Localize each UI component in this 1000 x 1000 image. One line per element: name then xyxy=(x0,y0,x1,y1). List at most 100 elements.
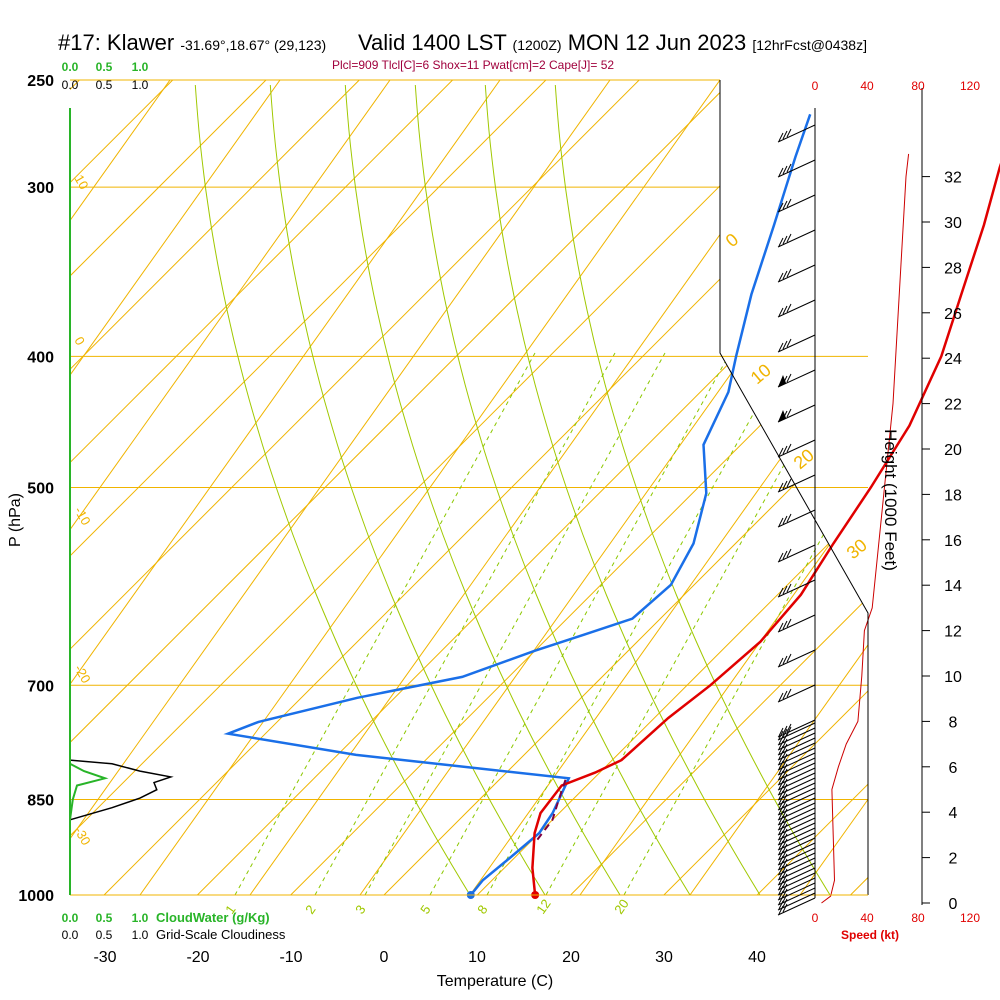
barb-staff xyxy=(777,827,816,846)
barb-staff xyxy=(777,684,816,703)
barb-feather xyxy=(778,900,784,910)
wind-barb xyxy=(777,727,816,746)
barb-feather xyxy=(778,815,784,825)
barb-feather xyxy=(778,237,784,247)
barb-feather xyxy=(778,272,784,282)
barb-staff xyxy=(777,229,816,248)
cloudwater-tick-bottom: 1.0 xyxy=(132,911,149,925)
barb-feather xyxy=(786,618,792,628)
barb-feather xyxy=(782,798,788,808)
barb-feather xyxy=(778,810,784,820)
wind-barb xyxy=(777,772,816,791)
wind-barb xyxy=(777,439,816,458)
cloudwater-tick-top: 1.0 xyxy=(132,60,149,74)
pressure-tick: 850 xyxy=(27,792,54,809)
height-tick: 6 xyxy=(949,760,958,777)
height-axis-label: Height (1000 Feet) xyxy=(881,429,900,571)
barb-staff xyxy=(777,742,816,761)
barb-feather xyxy=(782,853,788,863)
wind-barb xyxy=(777,684,816,703)
cloudiness-label: Grid-Scale Cloudiness xyxy=(156,927,286,942)
temperature-tick: -20 xyxy=(186,949,209,966)
moist-adiabat-line xyxy=(344,84,621,895)
wind-barb xyxy=(777,777,816,796)
barb-feather xyxy=(786,303,792,313)
height-tick: 12 xyxy=(944,624,962,641)
barb-feather xyxy=(782,768,788,778)
barb-staff xyxy=(777,862,816,881)
barb-feather xyxy=(778,850,784,860)
barb-feather xyxy=(782,868,788,878)
barb-staff xyxy=(777,334,816,353)
barb-feather xyxy=(778,825,784,835)
speed-tick-bottom: 40 xyxy=(860,911,874,925)
barb-feather xyxy=(778,202,784,212)
barb-feather xyxy=(778,785,784,795)
wind-barb xyxy=(777,474,816,493)
pressure-tick: 300 xyxy=(27,180,54,197)
cloudiness-tick-top: 0.0 xyxy=(62,78,79,92)
height-tick: 20 xyxy=(944,442,962,459)
barb-feather xyxy=(778,760,784,770)
pressure-tick: 250 xyxy=(27,73,54,90)
barb-staff xyxy=(777,772,816,791)
wind-barb xyxy=(777,807,816,826)
wind-barb xyxy=(777,802,816,821)
pressure-tick: 500 xyxy=(27,481,54,498)
barb-staff xyxy=(777,649,816,668)
wind-barb xyxy=(777,299,816,318)
barb-feather xyxy=(786,478,792,488)
mixing-ratio-line xyxy=(545,352,847,895)
barb-feather xyxy=(782,878,788,888)
wind-barb xyxy=(777,847,816,866)
barb-staff xyxy=(777,852,816,871)
barb-feather xyxy=(782,898,788,908)
wind-barb xyxy=(777,159,816,178)
barb-feather xyxy=(782,725,788,735)
barb-staff xyxy=(777,857,816,876)
barb-feather xyxy=(778,885,784,895)
barb-feather xyxy=(778,890,784,900)
temperature-tick: 0 xyxy=(380,949,389,966)
barb-staff xyxy=(777,579,816,598)
temperature-tick: -10 xyxy=(279,949,302,966)
moist-adiabat-line xyxy=(554,84,831,895)
barb-staff xyxy=(777,817,816,836)
isotherm-label: 30 xyxy=(843,535,871,563)
barb-feather xyxy=(778,755,784,765)
wind-barb xyxy=(777,862,816,881)
barb-feather xyxy=(778,870,784,880)
barb-feather xyxy=(778,875,784,885)
speed-tick-top: 120 xyxy=(960,79,980,93)
barb-feather xyxy=(778,622,784,632)
mixing-ratio-line xyxy=(486,352,788,895)
mixing-ratio-label: 2 xyxy=(302,902,318,917)
wind-barb xyxy=(777,842,816,861)
height-tick: 2 xyxy=(949,851,958,868)
cloudiness-tick-bottom: 0.5 xyxy=(96,928,113,942)
barb-staff xyxy=(777,369,816,388)
barb-staff xyxy=(777,897,816,916)
barb-staff xyxy=(777,727,816,746)
barb-feather xyxy=(778,905,784,915)
barb-feather xyxy=(782,803,788,813)
barb-feather xyxy=(778,587,784,597)
wind-speed-line xyxy=(821,153,910,904)
wind-barb xyxy=(777,877,816,896)
barb-feather xyxy=(782,733,788,743)
wind-barb xyxy=(777,837,816,856)
dry-adiabat-label: -10 xyxy=(71,504,93,528)
speed-tick-top: 80 xyxy=(911,79,925,93)
barb-feather xyxy=(786,198,792,208)
barb-staff xyxy=(777,812,816,831)
wind-barb xyxy=(777,124,816,143)
barb-feather xyxy=(782,758,788,768)
cloudwater-line xyxy=(69,762,109,820)
mixing-ratio-label: 20 xyxy=(611,896,632,916)
barb-staff xyxy=(777,299,816,318)
barb-feather xyxy=(782,738,788,748)
speed-tick-top: 40 xyxy=(860,79,874,93)
station-title: #17: Klawer -31.69°,18.67° (29,123) xyxy=(58,30,326,56)
wind-barb xyxy=(777,614,816,633)
mixing-ratio-line xyxy=(429,352,731,895)
